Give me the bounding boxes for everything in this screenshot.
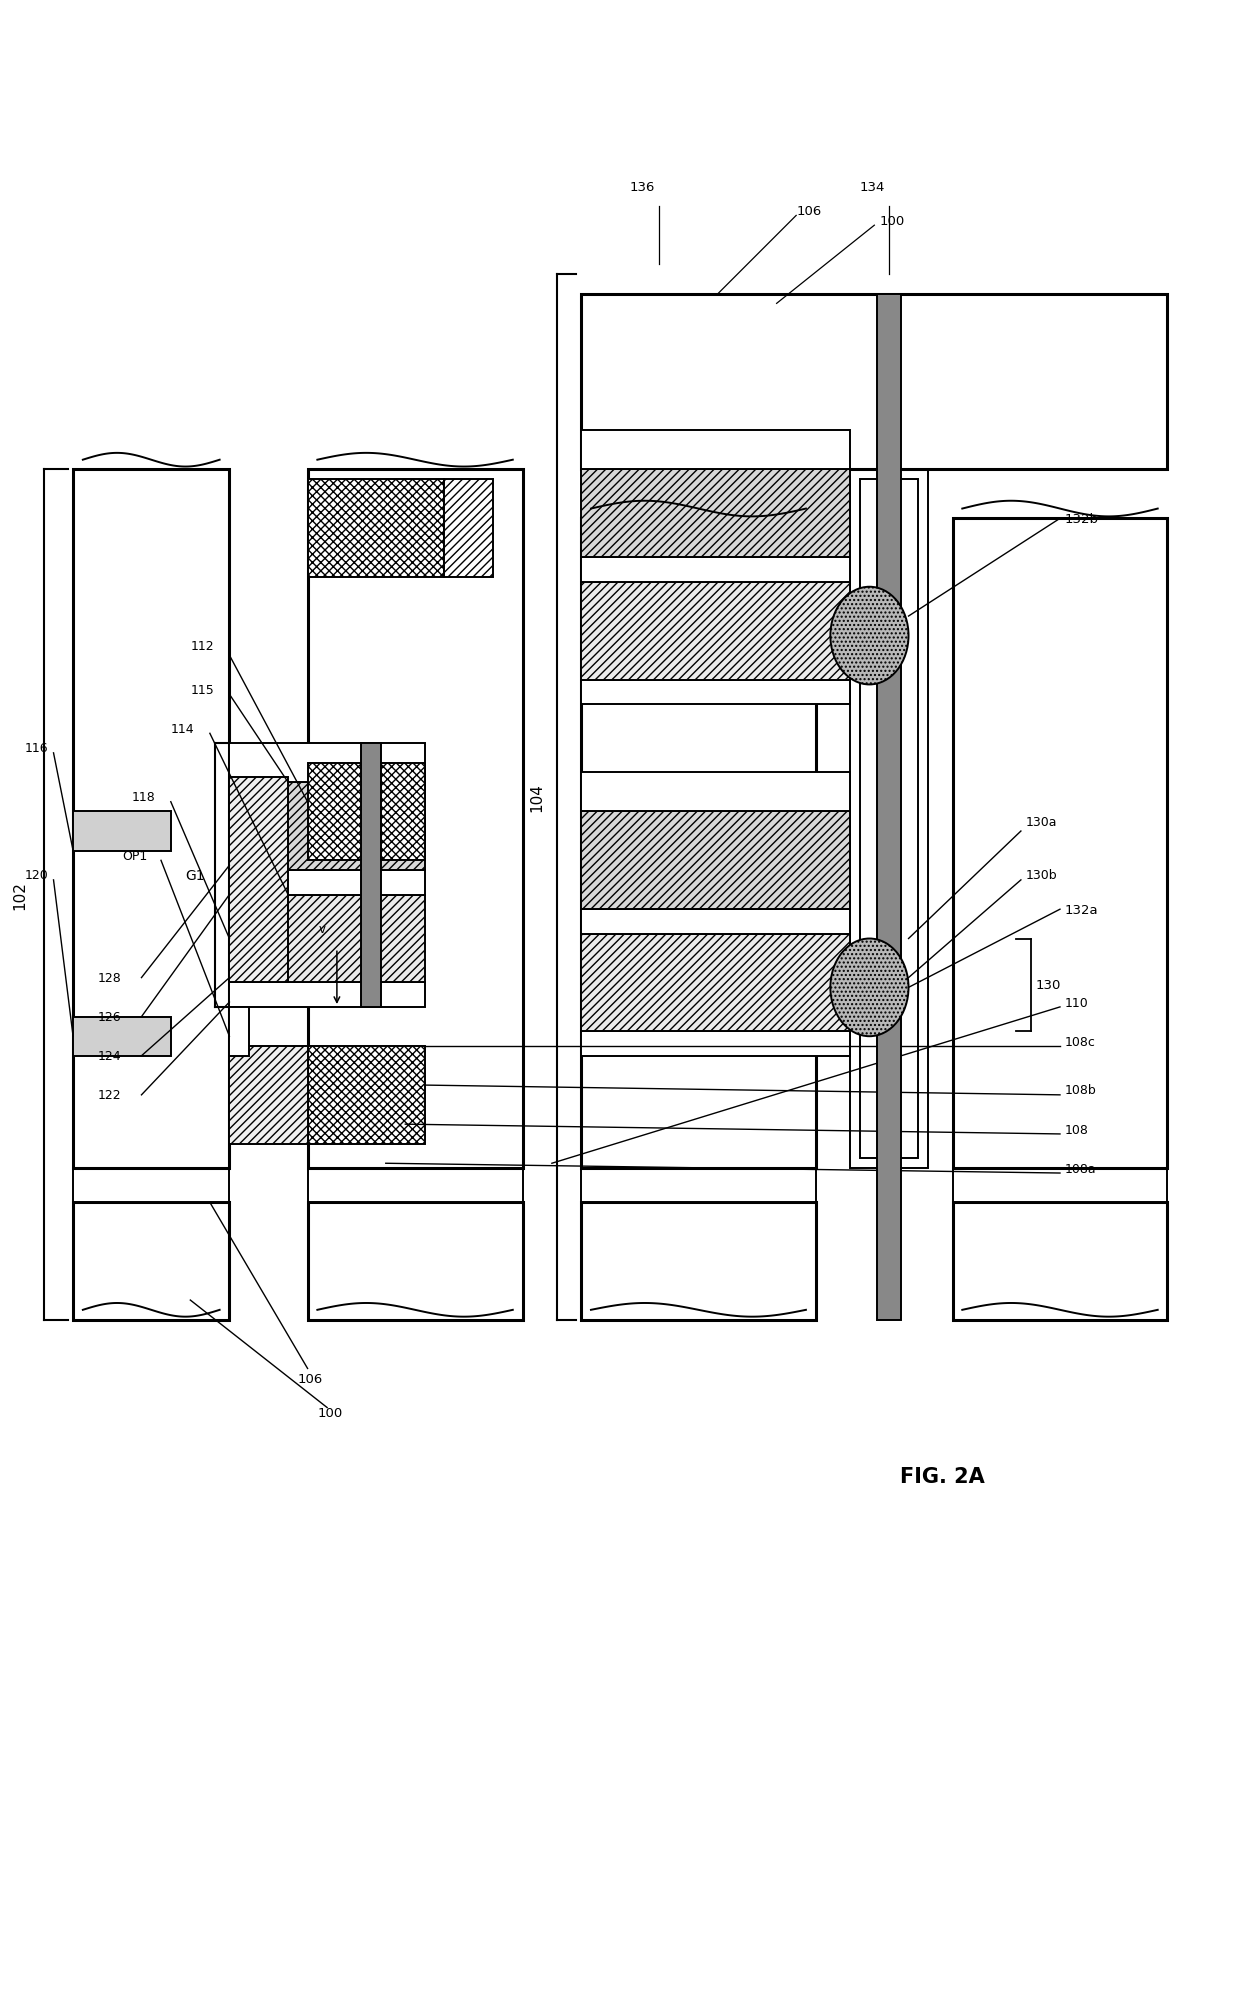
Text: 118: 118 [131, 791, 155, 805]
Bar [229, 871, 425, 895]
Text: 114: 114 [171, 723, 195, 735]
Text: 108a: 108a [1065, 1162, 1096, 1174]
Bar [582, 520, 816, 1168]
Text: 132a: 132a [1065, 903, 1099, 917]
Text: 104: 104 [529, 783, 544, 813]
Bar [229, 783, 425, 871]
Bar [73, 470, 229, 1168]
Text: 108c: 108c [1065, 1036, 1096, 1048]
Bar [308, 480, 444, 578]
Text: 130a: 130a [1025, 815, 1058, 829]
Bar [582, 813, 849, 909]
Bar [859, 480, 919, 1158]
Bar [229, 745, 425, 783]
Bar [877, 295, 900, 1321]
Ellipse shape [831, 939, 909, 1038]
Text: 130: 130 [1035, 979, 1061, 991]
Bar [73, 1202, 229, 1321]
Bar [73, 1168, 229, 1202]
Text: 126: 126 [98, 1012, 122, 1024]
Bar [582, 432, 849, 470]
Bar [308, 1202, 522, 1321]
Bar [952, 520, 1168, 1168]
Text: 124: 124 [98, 1050, 122, 1064]
Text: 120: 120 [25, 869, 48, 881]
Bar [582, 470, 849, 558]
Bar [73, 813, 171, 851]
Text: 116: 116 [25, 743, 48, 755]
Text: 108b: 108b [1065, 1084, 1096, 1098]
Text: 136: 136 [630, 181, 656, 193]
Bar [361, 745, 381, 1008]
Bar [229, 895, 425, 983]
Bar [582, 1032, 849, 1056]
Bar [582, 558, 849, 582]
Bar [582, 680, 849, 704]
Bar [229, 1008, 249, 1056]
Ellipse shape [831, 588, 909, 684]
Bar [308, 763, 425, 861]
Text: 106: 106 [796, 205, 821, 219]
Text: 110: 110 [1065, 995, 1089, 1010]
Text: 122: 122 [98, 1090, 122, 1102]
Text: FIG. 2A: FIG. 2A [900, 1467, 985, 1487]
Bar [582, 582, 849, 680]
Bar [308, 1046, 425, 1144]
Text: 115: 115 [190, 684, 215, 696]
Bar [952, 1202, 1168, 1321]
Bar [444, 480, 494, 578]
Bar [308, 1168, 522, 1202]
Bar [582, 295, 1168, 470]
Text: G1: G1 [185, 869, 205, 883]
Bar [229, 779, 288, 983]
Text: 134: 134 [859, 181, 885, 193]
Text: 108: 108 [1065, 1124, 1089, 1136]
Bar [849, 470, 928, 1168]
Bar [73, 1018, 171, 1056]
Text: 128: 128 [98, 971, 122, 985]
Bar [229, 983, 425, 1008]
Bar [952, 1168, 1168, 1202]
Text: 100: 100 [317, 1407, 342, 1419]
Text: v: v [319, 923, 326, 935]
Bar [582, 909, 849, 933]
Text: 112: 112 [190, 640, 215, 652]
Text: 130b: 130b [1025, 869, 1058, 881]
Bar [229, 1046, 308, 1144]
Bar [582, 773, 849, 813]
Text: 100: 100 [879, 215, 904, 227]
Text: OP1: OP1 [122, 849, 148, 863]
Text: 106: 106 [298, 1373, 324, 1385]
Text: 132b: 132b [1065, 512, 1099, 526]
Bar [582, 1168, 816, 1202]
Bar [582, 933, 849, 1032]
Bar [308, 470, 522, 1168]
Bar [582, 1202, 816, 1321]
Text: 102: 102 [12, 881, 27, 909]
